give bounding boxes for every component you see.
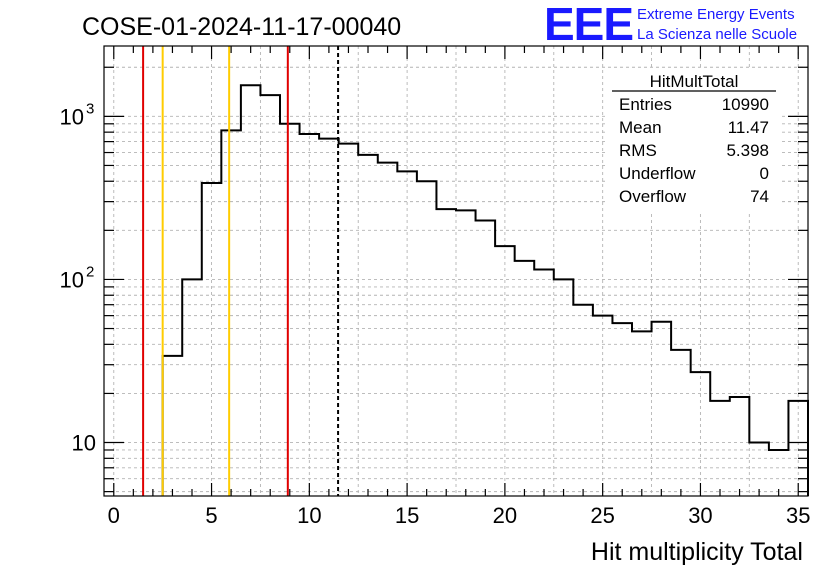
y-tick-label: 10 xyxy=(60,267,84,292)
histogram-bin xyxy=(202,183,222,496)
x-tick-label: 10 xyxy=(297,503,321,528)
histogram-bin xyxy=(593,316,613,496)
logo-subtitle-1: Extreme Energy Events xyxy=(637,6,795,23)
stats-value-overflow: 74 xyxy=(750,187,769,206)
stats-box: HitMultTotal Entries 10990 Mean 11.47 RM… xyxy=(608,70,780,212)
stats-label-underflow: Underflow xyxy=(619,164,696,183)
histogram-bin xyxy=(358,155,378,496)
histogram-bin xyxy=(221,130,241,496)
chart-title: COSE-01-2024-11-17-00040 xyxy=(82,13,401,41)
histogram-bin xyxy=(417,181,437,496)
y-tick-label: 10 xyxy=(60,104,84,129)
histogram-bin xyxy=(476,220,496,496)
stats-label-mean: Mean xyxy=(619,118,662,137)
stats-value-rms: 5.398 xyxy=(726,141,769,160)
histogram-bin xyxy=(554,279,574,496)
logo-subtitle-2: La Scienza nelle Scuole xyxy=(637,26,797,43)
histogram-bin xyxy=(632,331,652,496)
histogram-bin xyxy=(436,209,456,496)
stats-title: HitMultTotal xyxy=(650,72,739,91)
plot-frame xyxy=(103,45,809,497)
histogram-bin xyxy=(300,134,320,496)
marker-lines xyxy=(142,46,340,496)
histogram-bin xyxy=(339,144,359,496)
histogram-bin xyxy=(241,85,261,496)
x-tick-label: 5 xyxy=(205,503,217,528)
histogram-bin xyxy=(573,305,593,496)
histogram-bin xyxy=(260,95,280,496)
histogram-bin xyxy=(534,270,554,496)
histogram-bin xyxy=(319,139,339,496)
stats-value-entries: 10990 xyxy=(722,95,769,114)
histogram-bin xyxy=(163,356,183,496)
histogram-bin xyxy=(730,397,750,496)
y-tick-exponent: 3 xyxy=(86,100,94,117)
histogram-bars xyxy=(161,84,809,496)
x-tick-label: 20 xyxy=(493,503,517,528)
histogram-bin xyxy=(749,443,769,496)
x-tick-label: 35 xyxy=(786,503,810,528)
histogram-bin xyxy=(456,210,476,496)
x-axis: 0 5 10 15 20 25 30 35 xyxy=(108,46,810,528)
histogram-bin xyxy=(378,163,398,496)
x-tick-label: 0 xyxy=(108,503,120,528)
histogram-bin xyxy=(515,261,535,496)
x-tick-label: 25 xyxy=(590,503,614,528)
histogram-bin xyxy=(397,171,417,496)
eee-logo: EEE xyxy=(544,0,633,50)
stats-value-underflow: 0 xyxy=(760,164,769,183)
histogram-bin xyxy=(671,350,691,496)
x-tick-label: 15 xyxy=(395,503,419,528)
histogram-bin xyxy=(788,401,808,496)
histogram-bin xyxy=(691,372,711,496)
x-axis-label: Hit multiplicity Total xyxy=(591,538,803,566)
y-tick-label: 10 xyxy=(72,431,96,456)
histogram-bin xyxy=(710,401,730,496)
histogram-bin xyxy=(612,323,632,496)
histogram-outline xyxy=(161,84,809,496)
histogram-bin xyxy=(652,322,672,496)
histogram-bin xyxy=(182,279,202,496)
y-tick-exponent: 2 xyxy=(86,263,94,280)
stats-value-mean: 11.47 xyxy=(728,118,769,137)
stats-label-rms: RMS xyxy=(619,141,657,160)
stats-label-entries: Entries xyxy=(619,95,672,114)
x-tick-label: 30 xyxy=(688,503,712,528)
stats-label-overflow: Overflow xyxy=(619,187,687,206)
histogram-bin xyxy=(495,246,515,496)
histogram-bin xyxy=(280,124,300,496)
